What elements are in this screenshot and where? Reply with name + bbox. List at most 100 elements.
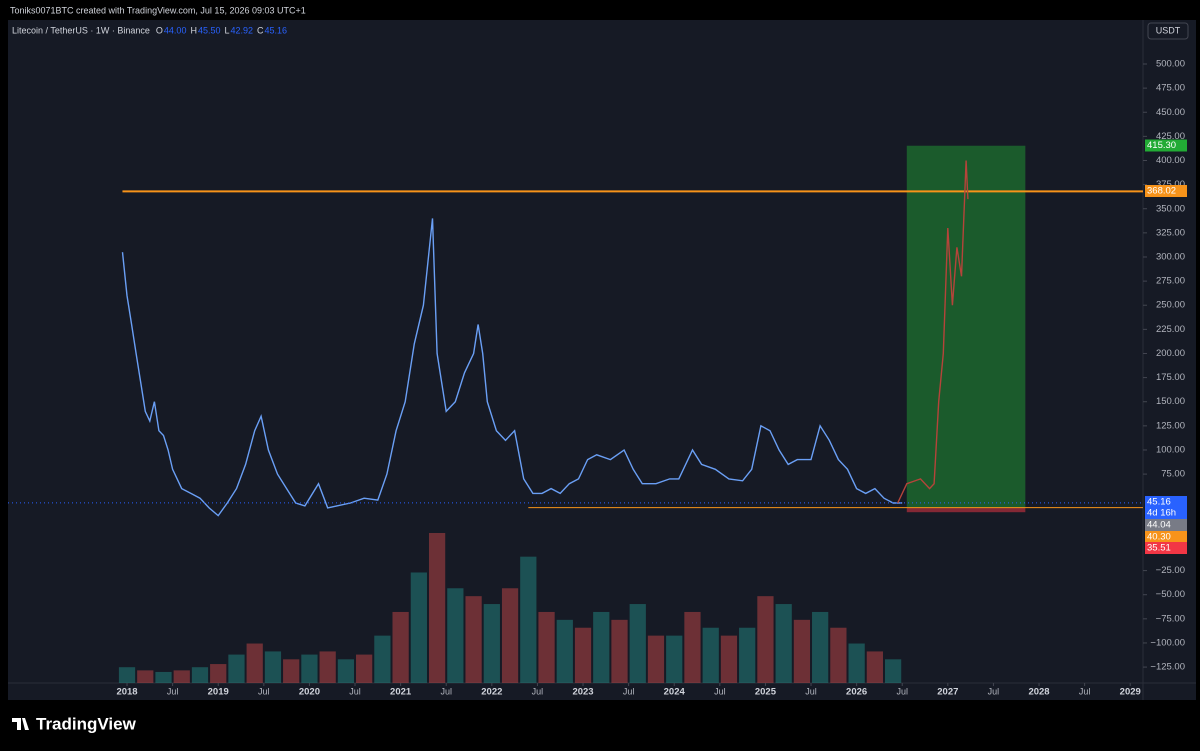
ohlc-key: H bbox=[190, 25, 197, 35]
y-tick-label: 150.00 bbox=[1156, 396, 1185, 407]
volume-bar bbox=[228, 654, 245, 683]
x-tick-label: 2020 bbox=[299, 687, 320, 698]
x-tick-label: 2029 bbox=[1120, 687, 1141, 698]
x-tick-label: 2025 bbox=[755, 687, 777, 698]
volume-bar bbox=[812, 611, 829, 683]
volume-bar bbox=[483, 604, 500, 683]
y-tick-label: 500.00 bbox=[1156, 59, 1185, 70]
x-tick-label: Jul bbox=[349, 686, 361, 696]
y-tick-label: 125.00 bbox=[1156, 420, 1185, 431]
y-tick-label: 375.00 bbox=[1156, 179, 1185, 190]
currency: USDT bbox=[1156, 25, 1181, 35]
brand: TradingView bbox=[36, 714, 137, 733]
volume-bar bbox=[301, 654, 318, 683]
y-tick-label: 275.00 bbox=[1156, 276, 1185, 287]
x-tick-label: 2023 bbox=[572, 687, 593, 698]
currency-box bbox=[1147, 22, 1189, 40]
volume-bar bbox=[666, 635, 683, 683]
volume-bar bbox=[118, 667, 136, 683]
chart-panel bbox=[8, 20, 1196, 700]
volume-bar bbox=[775, 604, 792, 683]
x-tick-label: Jul bbox=[258, 686, 270, 696]
x-tick-label: 2027 bbox=[937, 687, 958, 698]
x-tick-label: Jul bbox=[440, 686, 452, 696]
y-tick-label: −125.00 bbox=[1150, 662, 1185, 673]
volume-bar bbox=[739, 627, 756, 683]
price-badge bbox=[1145, 496, 1187, 508]
ohlc-key: L bbox=[224, 25, 229, 35]
x-tick-label: 2026 bbox=[846, 687, 867, 698]
price-badge-label: 4d 16h bbox=[1147, 508, 1176, 519]
x-tick-label: 2021 bbox=[390, 687, 412, 698]
volume-bar bbox=[337, 659, 355, 683]
x-tick-label: Jul bbox=[988, 686, 1000, 696]
x-tick-label: 2018 bbox=[116, 687, 137, 698]
price-badge-label: 45.16 bbox=[1147, 497, 1171, 508]
x-tick-label: 2024 bbox=[664, 687, 686, 698]
volume-bar bbox=[264, 651, 282, 683]
volume-bar bbox=[137, 670, 154, 683]
x-tick-label: 2019 bbox=[208, 687, 229, 698]
volume-bar bbox=[374, 635, 391, 683]
volume-bar bbox=[830, 627, 847, 683]
y-tick-label: 250.00 bbox=[1156, 300, 1185, 311]
volume-bar bbox=[501, 588, 519, 683]
volume-bar bbox=[611, 619, 628, 683]
price-badge-label: 40.30 bbox=[1147, 532, 1171, 543]
volume-bar bbox=[556, 619, 573, 683]
price-badge bbox=[1145, 139, 1187, 152]
volume-bar bbox=[465, 596, 482, 683]
price-badge bbox=[1145, 542, 1187, 554]
ohlc-key: C bbox=[257, 25, 264, 35]
x-tick-label: Jul bbox=[167, 686, 179, 696]
volume-bar bbox=[884, 659, 902, 683]
y-tick-label: 425.00 bbox=[1156, 131, 1185, 142]
volume-bar bbox=[356, 654, 373, 683]
ohlc-value: 42.92 bbox=[231, 25, 254, 35]
y-tick-label: 350.00 bbox=[1156, 203, 1185, 214]
volume-bar bbox=[155, 671, 172, 683]
volume-bar bbox=[283, 659, 300, 683]
price-badge-label: 35.51 bbox=[1147, 543, 1171, 554]
volume-bar bbox=[428, 533, 446, 683]
target-zone bbox=[906, 145, 1026, 508]
y-tick-label: −25.00 bbox=[1156, 565, 1185, 576]
price-line bbox=[897, 160, 969, 504]
volume-bar bbox=[757, 596, 774, 683]
x-tick-label: Jul bbox=[714, 686, 726, 696]
volume-bar bbox=[848, 643, 865, 683]
y-tick-label: −75.00 bbox=[1156, 613, 1185, 624]
volume-bar bbox=[574, 627, 592, 683]
volume-bar bbox=[647, 635, 665, 683]
ohlc-key: O bbox=[156, 25, 163, 35]
x-tick-label: 2022 bbox=[481, 687, 502, 698]
price-badge-label: 415.30 bbox=[1147, 140, 1176, 151]
ohlc-value: 45.50 bbox=[198, 25, 221, 35]
volume-bar bbox=[793, 619, 811, 683]
y-tick-label: 450.00 bbox=[1156, 107, 1185, 118]
y-tick-label: 175.00 bbox=[1156, 372, 1185, 383]
logo bbox=[10, 717, 32, 731]
volume-bar bbox=[447, 588, 464, 683]
x-tick-label: 2028 bbox=[1028, 687, 1049, 698]
y-tick-label: 475.00 bbox=[1156, 83, 1185, 94]
y-tick-label: 400.00 bbox=[1156, 155, 1185, 166]
y-tick-label: 100.00 bbox=[1156, 444, 1185, 455]
price-badge bbox=[1145, 507, 1187, 519]
volume-bar bbox=[392, 611, 409, 683]
y-tick-label: −100.00 bbox=[1150, 637, 1185, 648]
volume-bar bbox=[629, 604, 646, 683]
volume-bar bbox=[866, 651, 883, 683]
symbol: Litecoin / TetherUS · 1W · Binance bbox=[12, 25, 150, 35]
credit: Toniks0071BTC created with TradingView.c… bbox=[10, 5, 306, 15]
x-tick-label: Jul bbox=[532, 686, 544, 696]
volume-bar bbox=[684, 611, 701, 683]
y-tick-label: 325.00 bbox=[1156, 227, 1185, 238]
x-tick-label: Jul bbox=[1079, 686, 1091, 696]
price-badge bbox=[1145, 519, 1187, 531]
y-tick-label: 225.00 bbox=[1156, 324, 1185, 335]
volume-bar bbox=[173, 670, 190, 683]
ohlc-value: 44.00 bbox=[164, 25, 187, 35]
